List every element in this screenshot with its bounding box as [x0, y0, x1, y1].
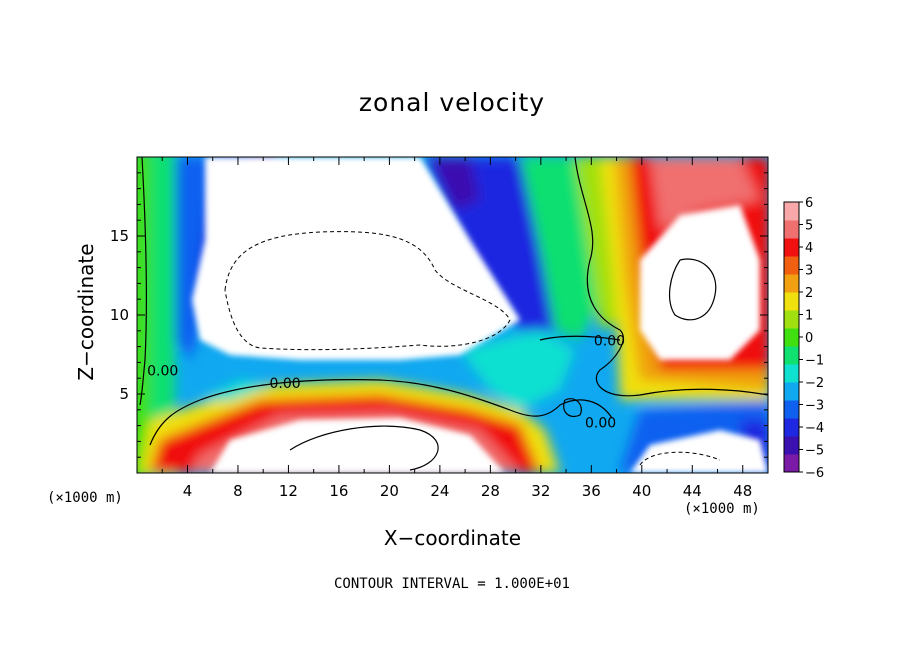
contour-negative-upper	[224, 231, 511, 351]
colorbar-swatch	[784, 418, 799, 437]
contour-label: 0.00	[147, 363, 178, 379]
y-tick-group: 5 10 15	[110, 172, 768, 458]
x-tick-label: 40	[632, 482, 651, 500]
y-tick-label: 10	[110, 306, 129, 324]
chart-title: zonal velocity	[358, 88, 546, 117]
contour-right-loop	[668, 258, 717, 321]
contour-label: 0.00	[585, 415, 616, 431]
dashed-contours	[224, 231, 721, 466]
contour-interval-note: CONTOUR INTERVAL = 1.000E+01	[333, 576, 570, 592]
colorbar: 6 5 4 3 2 1 0 −1 −2 −3 −4 −5 −6	[783, 196, 824, 481]
x-unit-label-right: (×1000 m)	[684, 501, 760, 517]
contour-zero-right	[574, 157, 768, 397]
colorbar-swatch	[784, 454, 799, 473]
colorbar-tick-label: 1	[805, 309, 813, 324]
colorbar-tick-label: −4	[805, 421, 824, 436]
contour-lower-loop	[289, 425, 439, 471]
colorbar-tick-label: −2	[805, 376, 824, 391]
colorbar-swatch	[784, 238, 799, 257]
y-tick-label: 15	[110, 227, 129, 245]
x-unit-label-left: (×1000 m)	[47, 490, 123, 506]
colorbar-tick-label: 4	[805, 241, 813, 256]
colorbar-tick-label: −5	[805, 444, 824, 459]
x-tick-label: 28	[481, 482, 500, 500]
colorbar-tick-label: −6	[805, 466, 824, 481]
colorbar-tick-label: 2	[805, 286, 813, 301]
colorbar-swatch	[784, 256, 799, 275]
y-axis-label: Z−coordinate	[74, 243, 98, 381]
contour-label: 0.00	[594, 333, 625, 349]
x-axis-label: X−coordinate	[383, 526, 522, 550]
contour-zero-lower	[149, 379, 613, 446]
contour-zero-left	[139, 157, 148, 406]
colorbar-swatch	[784, 364, 799, 383]
colorbar-tick-label: 3	[805, 264, 813, 279]
heatmap-field	[137, 157, 768, 473]
colorbar-swatch	[784, 382, 799, 401]
colorbar-swatch	[784, 436, 799, 455]
x-tick-label: 44	[683, 482, 702, 500]
colorbar-swatch	[784, 310, 799, 329]
colorbar-swatch	[784, 328, 799, 347]
x-tick-label: 8	[233, 482, 243, 500]
x-tick-label: 36	[582, 482, 601, 500]
colorbar-swatch	[784, 346, 799, 365]
colorbar-swatch	[784, 202, 799, 221]
colorbar-tick-label: −3	[805, 399, 824, 414]
x-tick-label: 32	[531, 482, 550, 500]
colorbar-swatch	[784, 292, 799, 311]
x-tick-label: 16	[329, 482, 348, 500]
contour-negative-lower-right	[639, 451, 721, 466]
contour-label: 0.00	[270, 376, 301, 392]
x-tick-group: 4 8 12 16 20 24 28 32 36 40 44 48	[161, 157, 752, 500]
colorbar-swatch	[784, 220, 799, 239]
y-tick-label: 5	[119, 385, 129, 403]
contour-small-loop	[563, 398, 582, 418]
x-tick-label: 48	[733, 482, 752, 500]
colorbar-tick-label: 5	[805, 219, 813, 234]
x-tick-label: 12	[279, 482, 298, 500]
x-tick-label: 24	[430, 482, 449, 500]
x-tick-label: 20	[380, 482, 399, 500]
colorbar-swatch	[784, 274, 799, 293]
colorbar-tick-label: −1	[805, 354, 824, 369]
contour-label-group: 0.00 0.00 0.00 0.00	[147, 333, 625, 431]
colorbar-swatch	[784, 400, 799, 419]
contour-lines	[139, 157, 768, 471]
colorbar-tick-label: 6	[805, 196, 813, 211]
x-tick-label: 4	[183, 482, 193, 500]
colorbar-tick-label: 0	[805, 331, 813, 346]
contour-zero-center	[539, 335, 621, 341]
